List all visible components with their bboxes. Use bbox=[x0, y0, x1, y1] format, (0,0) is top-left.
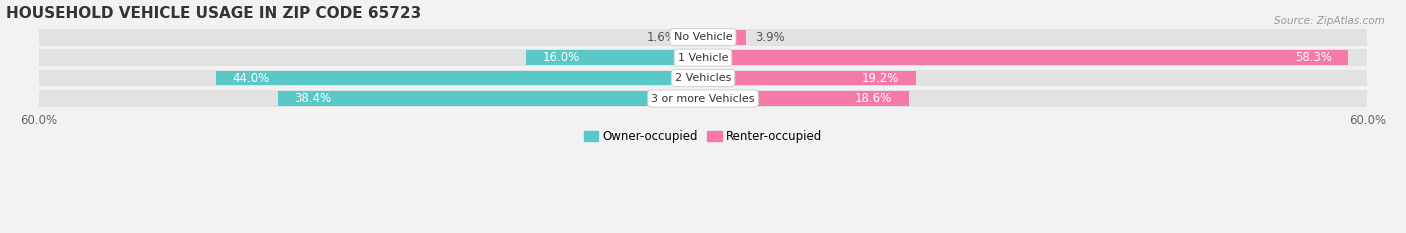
Bar bbox=[217, 71, 703, 86]
Text: 18.6%: 18.6% bbox=[855, 92, 893, 105]
Text: 3.9%: 3.9% bbox=[755, 31, 785, 44]
Bar bbox=[703, 91, 908, 106]
Bar bbox=[526, 50, 703, 65]
Text: 3 or more Vehicles: 3 or more Vehicles bbox=[651, 93, 755, 103]
Bar bbox=[278, 91, 703, 106]
Text: 19.2%: 19.2% bbox=[862, 72, 898, 85]
Bar bbox=[703, 49, 1367, 66]
Text: 44.0%: 44.0% bbox=[232, 72, 270, 85]
Text: 2 Vehicles: 2 Vehicles bbox=[675, 73, 731, 83]
Bar bbox=[39, 29, 703, 45]
Text: 16.0%: 16.0% bbox=[543, 51, 579, 64]
Text: 38.4%: 38.4% bbox=[294, 92, 332, 105]
Text: No Vehicle: No Vehicle bbox=[673, 32, 733, 42]
Bar bbox=[703, 30, 747, 45]
Text: 1 Vehicle: 1 Vehicle bbox=[678, 53, 728, 63]
Bar bbox=[39, 49, 703, 66]
Text: HOUSEHOLD VEHICLE USAGE IN ZIP CODE 65723: HOUSEHOLD VEHICLE USAGE IN ZIP CODE 6572… bbox=[6, 6, 420, 21]
Bar bbox=[39, 90, 703, 107]
Bar bbox=[703, 50, 1348, 65]
Bar bbox=[685, 30, 703, 45]
Legend: Owner-occupied, Renter-occupied: Owner-occupied, Renter-occupied bbox=[579, 125, 827, 147]
Text: 58.3%: 58.3% bbox=[1295, 51, 1331, 64]
Bar bbox=[703, 70, 1367, 86]
Text: Source: ZipAtlas.com: Source: ZipAtlas.com bbox=[1274, 16, 1385, 26]
Bar bbox=[703, 90, 1367, 107]
Text: 1.6%: 1.6% bbox=[647, 31, 676, 44]
Bar bbox=[703, 29, 1367, 45]
Bar bbox=[39, 70, 703, 86]
Bar bbox=[703, 71, 915, 86]
